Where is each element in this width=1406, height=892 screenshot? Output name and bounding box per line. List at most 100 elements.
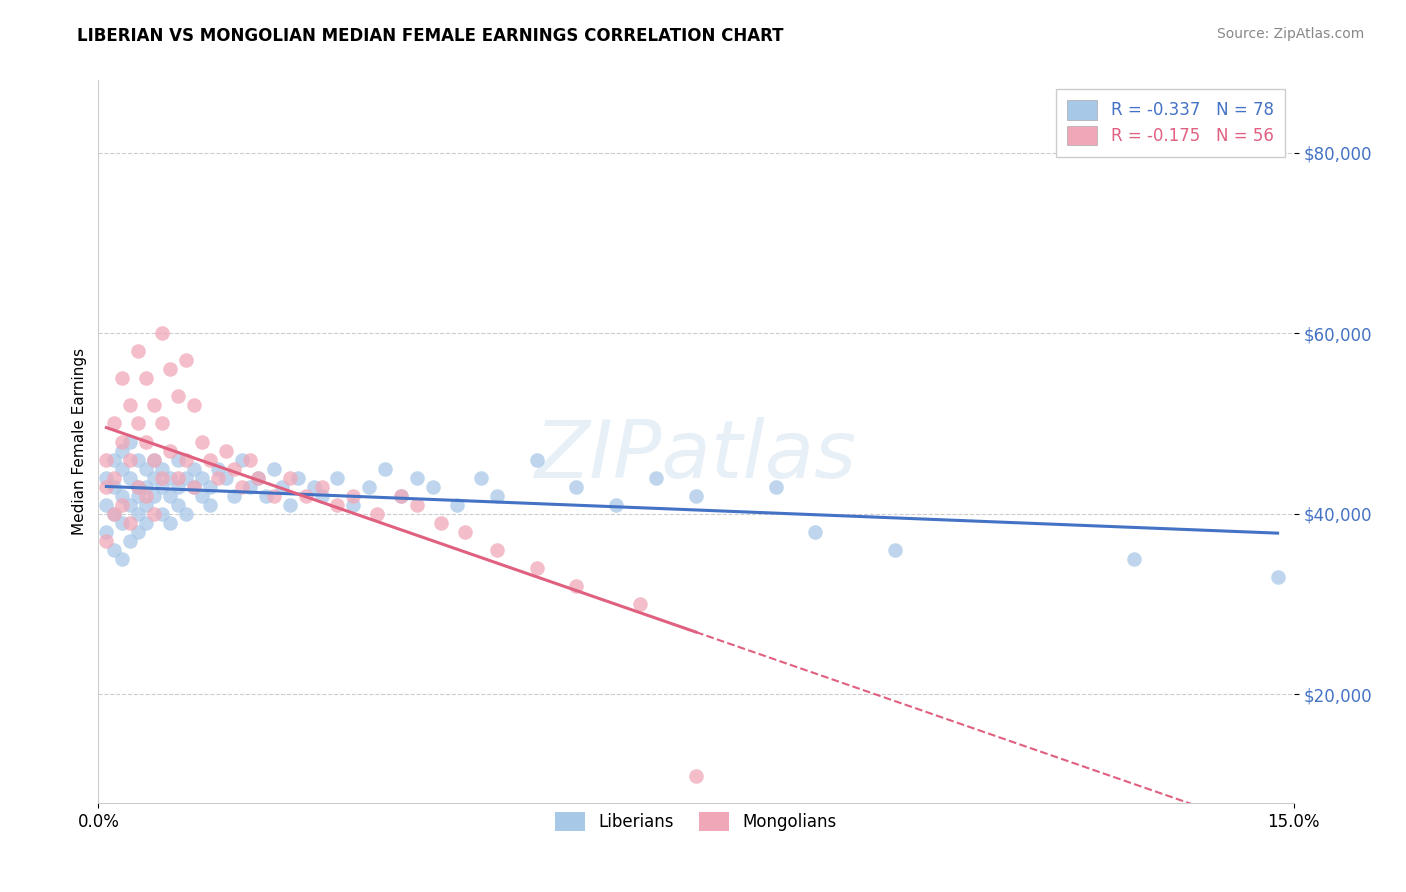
Point [120, 498, 142, 512]
Point [254, 489, 277, 503]
Point [159, 443, 181, 458]
Point [127, 452, 149, 467]
Point [159, 362, 181, 376]
Point [422, 480, 444, 494]
Point [111, 516, 134, 530]
Point [174, 452, 197, 467]
Point [111, 371, 134, 385]
Point [103, 507, 125, 521]
Point [191, 434, 214, 449]
Point [111, 552, 134, 566]
Point [120, 516, 142, 530]
Point [565, 579, 588, 593]
Point [302, 480, 325, 494]
Point [127, 480, 149, 494]
Point [287, 470, 309, 484]
Point [565, 480, 588, 494]
Point [389, 489, 412, 503]
Point [222, 461, 245, 475]
Point [278, 470, 301, 484]
Point [311, 489, 333, 503]
Point [342, 498, 364, 512]
Point [446, 498, 468, 512]
Point [96, 470, 118, 484]
Point [263, 489, 285, 503]
Point [884, 542, 907, 557]
Point [167, 498, 190, 512]
Point [485, 542, 508, 557]
Text: LIBERIAN VS MONGOLIAN MEDIAN FEMALE EARNINGS CORRELATION CHART: LIBERIAN VS MONGOLIAN MEDIAN FEMALE EARN… [77, 27, 783, 45]
Point [207, 461, 229, 475]
Point [103, 470, 125, 484]
Point [366, 507, 388, 521]
Point [120, 533, 142, 548]
Point [96, 498, 118, 512]
Point [270, 480, 292, 494]
Point [359, 480, 381, 494]
Point [135, 489, 157, 503]
Point [167, 389, 190, 403]
Point [150, 507, 173, 521]
Point [96, 524, 118, 539]
Point [127, 480, 149, 494]
Point [143, 489, 166, 503]
Point [135, 434, 157, 449]
Point [103, 480, 125, 494]
Point [167, 452, 190, 467]
Point [246, 470, 269, 484]
Point [96, 533, 118, 548]
Point [191, 489, 214, 503]
Point [278, 498, 301, 512]
Point [111, 434, 134, 449]
Point [103, 507, 125, 521]
Point [430, 516, 453, 530]
Point [207, 470, 229, 484]
Point [374, 461, 396, 475]
Point [174, 507, 197, 521]
Point [143, 398, 166, 412]
Point [111, 498, 134, 512]
Point [526, 561, 548, 575]
Point [143, 452, 166, 467]
Point [103, 417, 125, 431]
Point [111, 443, 134, 458]
Point [127, 507, 149, 521]
Point [645, 470, 668, 484]
Point [96, 452, 118, 467]
Point [198, 480, 221, 494]
Point [183, 398, 205, 412]
Point [183, 480, 205, 494]
Point [127, 344, 149, 359]
Point [222, 489, 245, 503]
Point [174, 470, 197, 484]
Point [239, 480, 262, 494]
Point [96, 480, 118, 494]
Point [127, 524, 149, 539]
Point [406, 498, 429, 512]
Point [150, 417, 173, 431]
Point [804, 524, 827, 539]
Point [127, 489, 149, 503]
Point [159, 489, 181, 503]
Point [231, 452, 253, 467]
Point [167, 470, 190, 484]
Point [311, 480, 333, 494]
Point [605, 498, 627, 512]
Point [246, 470, 269, 484]
Point [628, 597, 651, 611]
Point [183, 461, 205, 475]
Point [765, 480, 787, 494]
Point [150, 326, 173, 340]
Point [183, 480, 205, 494]
Text: ZIPatlas: ZIPatlas [534, 417, 858, 495]
Point [135, 371, 157, 385]
Point [191, 470, 214, 484]
Point [135, 498, 157, 512]
Point [294, 489, 316, 503]
Point [120, 398, 142, 412]
Point [1123, 552, 1146, 566]
Point [143, 470, 166, 484]
Point [470, 470, 492, 484]
Point [198, 498, 221, 512]
Point [150, 470, 173, 484]
